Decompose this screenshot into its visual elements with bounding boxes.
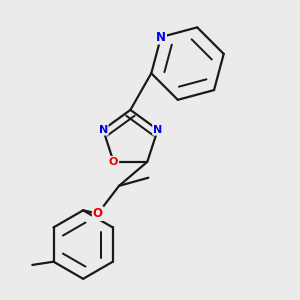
Text: O: O xyxy=(109,157,118,167)
Text: O: O xyxy=(93,207,103,220)
Text: N: N xyxy=(156,31,166,44)
Text: N: N xyxy=(98,125,108,135)
Text: N: N xyxy=(153,125,162,135)
